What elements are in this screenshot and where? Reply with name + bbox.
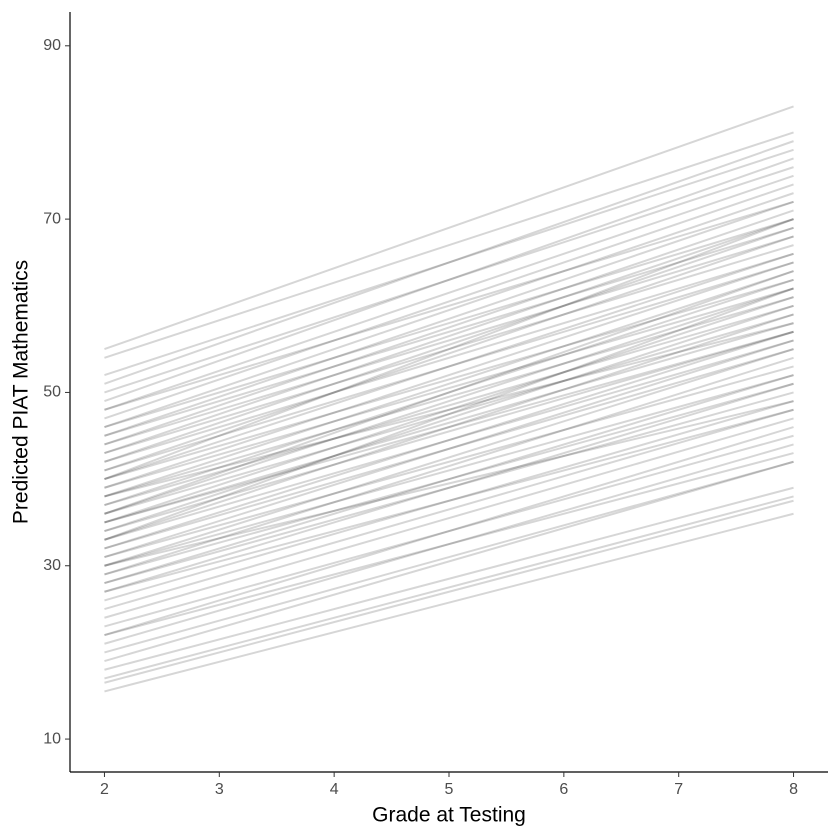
series-line [104, 512, 794, 693]
series-line [104, 382, 794, 576]
series-line [104, 400, 794, 567]
series-line [104, 348, 794, 567]
series-line [104, 356, 794, 576]
series-line [104, 235, 794, 472]
series-line [104, 426, 794, 637]
series-line [104, 313, 794, 515]
series-line [104, 287, 794, 489]
x-axis-title: Grade at Testing [372, 804, 526, 827]
series-line [104, 495, 794, 680]
series-line [104, 226, 794, 463]
series-line [104, 131, 794, 359]
series-line [104, 330, 794, 524]
series-line [104, 499, 794, 684]
series-line [104, 374, 794, 585]
series-line [104, 278, 794, 507]
series-line [104, 391, 794, 585]
y-axis-title: Predicted PIAT Mathematics [10, 260, 33, 524]
series-line [104, 382, 794, 593]
series-line [104, 200, 794, 411]
series-line [104, 348, 794, 550]
series-line [104, 304, 794, 533]
series-line [104, 148, 794, 377]
x-tick-label: 2 [100, 781, 109, 798]
series-line [104, 140, 794, 385]
series-line [104, 365, 794, 559]
y-tick-label: 10 [43, 730, 61, 747]
series-line [104, 400, 794, 602]
series-line [104, 339, 794, 559]
series-line [104, 287, 794, 515]
series-line [104, 452, 794, 637]
series-line [104, 304, 794, 507]
series-line [104, 278, 794, 481]
series-line [104, 270, 794, 498]
series-line [104, 434, 794, 628]
series-line [104, 183, 794, 420]
y-tick-label: 90 [43, 37, 61, 54]
series-line [104, 157, 794, 403]
series-line [104, 460, 794, 663]
series-line [104, 313, 794, 541]
series-line [104, 330, 794, 550]
series-line [104, 200, 794, 437]
x-tick-label: 3 [215, 781, 224, 798]
series-line [104, 408, 794, 593]
series-line [104, 218, 794, 429]
x-tick-label: 6 [559, 781, 568, 798]
series-line [104, 226, 794, 437]
series-line [104, 408, 794, 611]
x-tick-label: 7 [674, 781, 683, 798]
series-line [104, 374, 794, 567]
series-line [104, 270, 794, 515]
series-line [104, 252, 794, 463]
series-line [104, 261, 794, 489]
series-line [104, 192, 794, 429]
series-line [104, 218, 794, 455]
series-line [104, 486, 794, 671]
series-line [104, 322, 794, 498]
series-line [104, 166, 794, 394]
series-line [104, 105, 794, 351]
series-line [104, 287, 794, 541]
series-line [104, 322, 794, 524]
series-line [104, 296, 794, 498]
y-tick-label: 30 [43, 557, 61, 574]
series-line [104, 339, 794, 541]
y-tick-label: 70 [43, 210, 61, 227]
x-tick-label: 5 [445, 781, 454, 798]
series-line [104, 209, 794, 446]
series-line [104, 218, 794, 481]
series-line [104, 174, 794, 411]
series-line [104, 296, 794, 524]
series-line [104, 330, 794, 533]
series-line [104, 443, 794, 645]
x-tick-label: 4 [330, 781, 339, 798]
series-line [104, 252, 794, 481]
series-line [104, 244, 794, 455]
series-line [104, 235, 794, 446]
series-line [104, 460, 794, 654]
x-tick-label: 8 [789, 781, 798, 798]
series-line [104, 417, 794, 619]
series-line [104, 261, 794, 472]
y-tick-label: 50 [43, 384, 61, 401]
